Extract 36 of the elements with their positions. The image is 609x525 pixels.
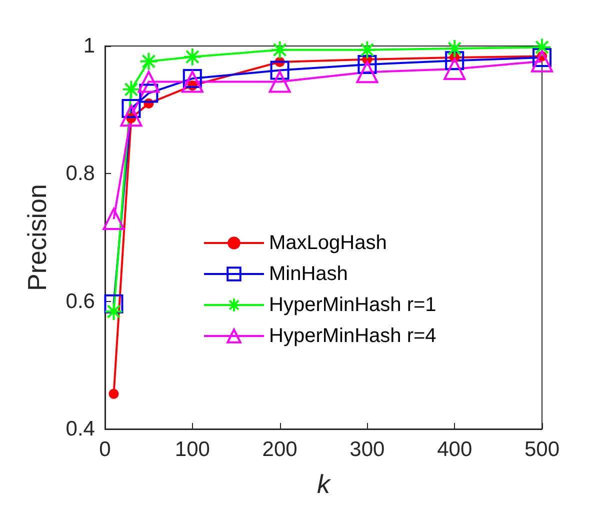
point — [139, 84, 158, 103]
x-axis-title: k — [317, 469, 332, 499]
y-tick-label: 0.8 — [66, 162, 95, 186]
point — [138, 70, 160, 93]
x-tick-label: 100 — [174, 438, 210, 461]
legend-label: MinHash — [269, 263, 348, 285]
y-axis-title: Precision — [22, 184, 52, 291]
point — [444, 58, 466, 80]
x-tick-label: 200 — [262, 438, 298, 461]
point — [104, 302, 124, 322]
y-tick-label: 0.4 — [66, 418, 96, 440]
y-tick-label: 1 — [83, 34, 95, 58]
point — [270, 60, 290, 80]
point — [531, 50, 553, 72]
point — [104, 294, 124, 314]
x-tick-label: 0 — [99, 438, 111, 461]
point — [120, 104, 142, 127]
point — [139, 52, 158, 71]
point — [102, 208, 125, 230]
legend-label: MaxLogHash — [269, 232, 387, 254]
point — [122, 80, 141, 99]
point — [182, 47, 202, 66]
point — [532, 38, 552, 57]
point — [445, 39, 464, 58]
legend-label: HyperMinHash r=4 — [269, 325, 436, 347]
point — [108, 388, 119, 399]
y-tick-label: 0.6 — [66, 290, 95, 313]
point — [268, 70, 291, 93]
legend-label: HyperMinHash r=1 — [269, 294, 436, 316]
point — [181, 70, 204, 93]
point — [356, 61, 378, 84]
x-tick-label: 500 — [524, 438, 560, 461]
point — [358, 40, 377, 60]
x-tick-label: 300 — [350, 438, 385, 461]
point — [270, 40, 290, 60]
x-tick-label: 400 — [437, 438, 472, 461]
